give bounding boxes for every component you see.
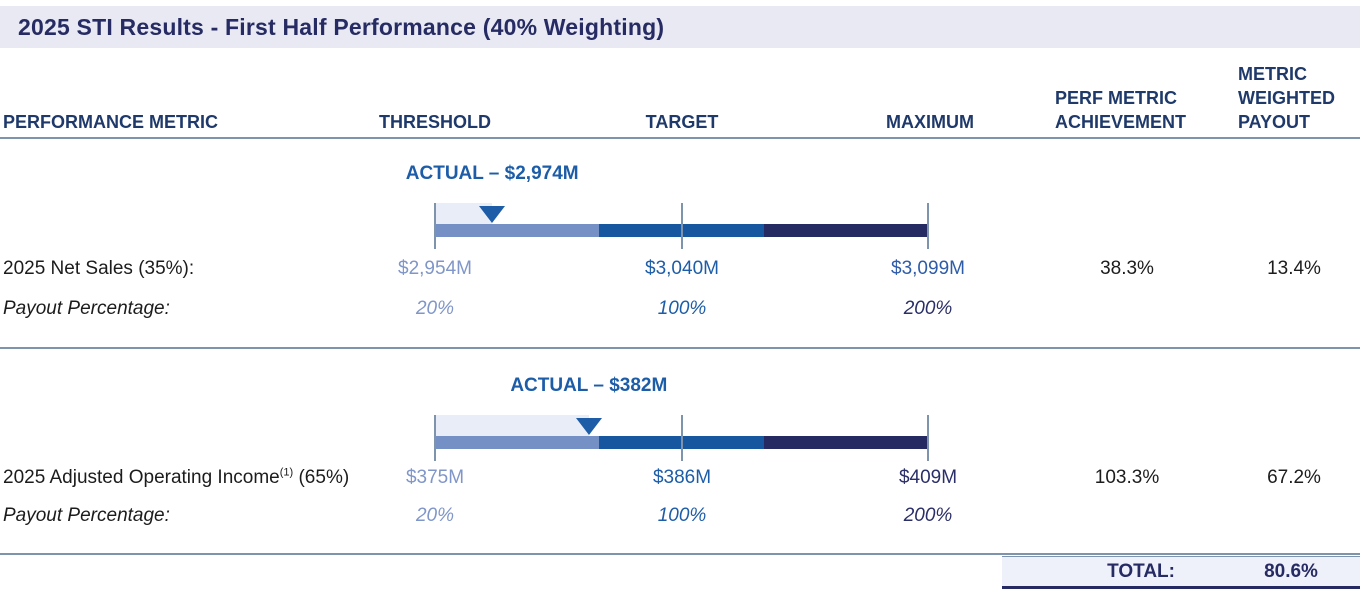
- threshold-payout-pct: 20%: [415, 298, 455, 319]
- target-tick: [680, 203, 683, 249]
- target-tick: [680, 415, 683, 461]
- threshold-tick: [434, 415, 436, 461]
- achievement-value: 38.3%: [1100, 258, 1154, 279]
- maximum-value: $409M: [898, 467, 958, 488]
- maximum-tick: [927, 203, 929, 249]
- actual-marker-icon: [479, 206, 506, 223]
- bar-segment-maximum: [763, 224, 928, 237]
- actual-progress-shade: [435, 415, 589, 436]
- header-divider: [0, 137, 1360, 139]
- metric-label-text: 2025 Adjusted Operating Income: [3, 467, 280, 488]
- column-header-threshold: THRESHOLD: [379, 112, 491, 132]
- section-divider: [0, 347, 1360, 349]
- total-value: 80.6%: [1264, 561, 1318, 582]
- column-header-payout-line1: METRIC: [1238, 64, 1307, 84]
- total-label: TOTAL:: [1107, 561, 1175, 582]
- metric-footnote-sup: (1): [279, 466, 294, 479]
- payout-value: 67.2%: [1267, 467, 1321, 488]
- target-value: $3,040M: [645, 258, 719, 279]
- metric-label-text: 2025 Net Sales (35%):: [3, 258, 195, 279]
- actual-value-label: ACTUAL – $382M: [510, 375, 668, 396]
- bottom-divider: [0, 553, 1360, 555]
- metric-label: 2025 Net Sales (35%):: [3, 258, 194, 280]
- bar-segment-threshold: [435, 224, 600, 237]
- page-title: 2025 STI Results - First Half Performanc…: [18, 13, 665, 40]
- column-header-payout-line2: WEIGHTED: [1238, 88, 1335, 108]
- maximum-payout-pct: 200%: [903, 505, 953, 526]
- threshold-value: $375M: [405, 467, 465, 488]
- column-header-metric-weighted-payout: METRIC WEIGHTED PAYOUT: [1238, 62, 1335, 134]
- maximum-tick: [927, 415, 929, 461]
- metric-label-suffix: (65%): [293, 467, 350, 488]
- actual-progress-shade: [435, 203, 493, 224]
- payout-percentage-label: Payout Percentage:: [3, 505, 170, 526]
- maximum-payout-pct: 200%: [903, 298, 953, 319]
- threshold-tick: [434, 203, 436, 249]
- performance-bar: [435, 224, 928, 237]
- payout-percentage-label: Payout Percentage:: [3, 298, 170, 319]
- column-header-achievement-line2: ACHIEVEMENT: [1055, 112, 1187, 132]
- payout-value: 13.4%: [1267, 258, 1321, 279]
- actual-marker-icon: [575, 418, 602, 435]
- target-payout-pct: 100%: [657, 505, 707, 526]
- threshold-payout-pct: 20%: [415, 505, 455, 526]
- bar-segment-threshold: [435, 436, 600, 449]
- column-header-maximum: MAXIMUM: [886, 112, 974, 132]
- title-bar: 2025 STI Results - First Half Performanc…: [0, 6, 1360, 48]
- achievement-value: 103.3%: [1094, 467, 1160, 488]
- target-payout-pct: 100%: [657, 298, 707, 319]
- total-row: TOTAL: 80.6%: [1002, 556, 1360, 589]
- column-header-achievement-line1: PERF METRIC: [1055, 88, 1178, 108]
- bar-segment-maximum: [763, 436, 928, 449]
- column-header-perf-metric-achievement: PERF METRIC ACHIEVEMENT: [1055, 86, 1186, 134]
- threshold-value: $2,954M: [398, 258, 472, 279]
- target-value: $386M: [652, 467, 712, 488]
- column-header-payout-line3: PAYOUT: [1238, 112, 1311, 132]
- metric-label: 2025 Adjusted Operating Income(1) (65%): [3, 467, 349, 489]
- actual-value-label: ACTUAL – $2,974M: [405, 163, 579, 184]
- column-header-performance-metric: PERFORMANCE METRIC: [3, 112, 218, 132]
- column-header-target: TARGET: [645, 112, 719, 132]
- gauge-adjusted-operating-income: ACTUAL – $382M: [434, 375, 929, 461]
- maximum-value: $3,099M: [891, 258, 965, 279]
- gauge-net-sales: ACTUAL – $2,974M: [406, 163, 929, 249]
